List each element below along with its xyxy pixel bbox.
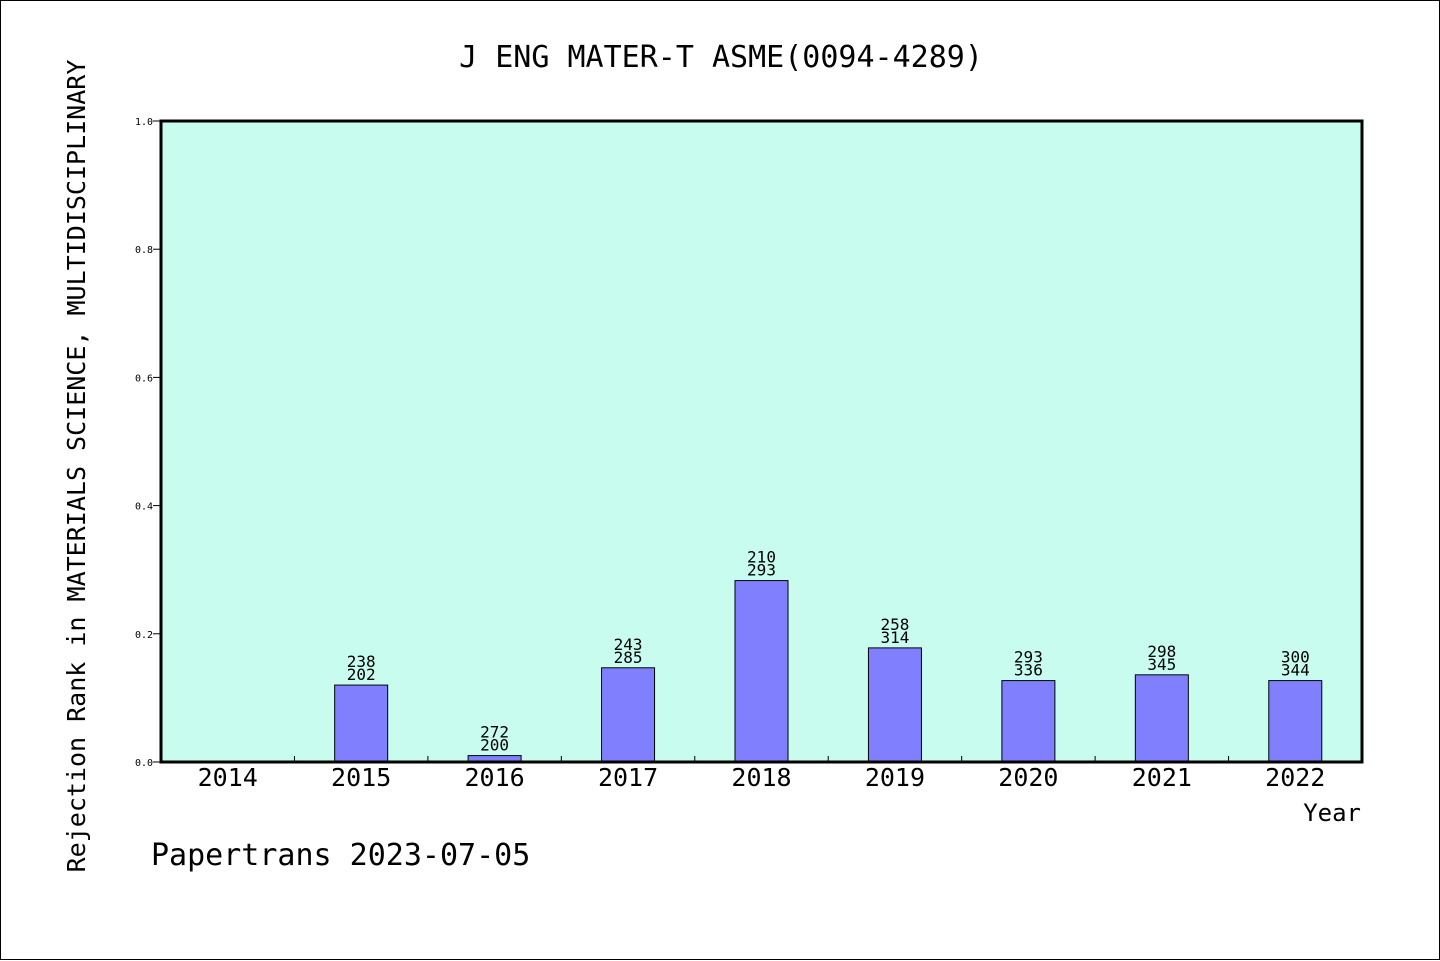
y-axis-label: Rejection Rank in MATERIALS SCIENCE, MUL… — [62, 60, 91, 873]
bar-2015 — [334, 684, 389, 763]
data-label-bottom: 344 — [1281, 661, 1310, 680]
data-label-top: 210 — [747, 548, 776, 567]
x-tick-label: 2019 — [865, 763, 925, 792]
bar-2021 — [1134, 674, 1189, 763]
y-tick-label: 0.2 — [135, 630, 153, 641]
x-tick-label: 2018 — [731, 763, 791, 792]
bar-series — [334, 580, 1323, 763]
chart-title: J ENG MATER-T ASME(0094-4289) — [459, 40, 983, 75]
data-label-bottom: 314 — [880, 628, 909, 647]
x-axis: 2014 2015 2016 2017 2018 2019 2020 2021 2022 — [198, 756, 1325, 792]
data-labels: 2382022722002432852102932583142933362983… — [347, 548, 1310, 755]
data-label-top: 293 — [1014, 648, 1043, 667]
x-tick-label: 2015 — [331, 763, 391, 792]
x-tick-label: 2016 — [465, 763, 525, 792]
data-label-bottom: 293 — [747, 561, 776, 580]
data-label-bottom: 285 — [614, 648, 643, 667]
data-label-top: 238 — [347, 652, 376, 671]
bar-2017 — [601, 667, 656, 763]
x-tick-label: 2020 — [998, 763, 1058, 792]
data-label-bottom: 200 — [480, 736, 509, 755]
plot-border — [159, 119, 1364, 764]
data-label-bottom: 202 — [347, 665, 376, 684]
x-tick-label: 2022 — [1265, 763, 1325, 792]
data-label-top: 258 — [880, 615, 909, 634]
bar-2018 — [734, 580, 789, 763]
y-tick-label: 1.0 — [135, 117, 153, 128]
x-axis-label: Year — [1303, 799, 1361, 827]
bar-2019 — [867, 647, 922, 763]
data-label-bottom: 336 — [1014, 661, 1043, 680]
data-label-top: 272 — [480, 723, 509, 742]
footer-credit: Papertrans 2023-07-05 — [151, 838, 530, 873]
y-axis: 0.0 0.2 0.4 0.6 0.8 1.0 — [135, 117, 161, 769]
y-tick-label: 0.8 — [135, 245, 153, 256]
bar-2020 — [1001, 680, 1056, 763]
y-tick-label: 0.0 — [135, 758, 153, 769]
x-tick-label: 2017 — [598, 763, 658, 792]
bar-2022 — [1268, 680, 1323, 763]
data-label-top: 243 — [614, 635, 643, 654]
data-label-bottom: 345 — [1147, 655, 1176, 674]
y-tick-label: 0.4 — [135, 502, 153, 513]
data-label-top: 300 — [1281, 648, 1310, 667]
x-tick-label: 2021 — [1132, 763, 1192, 792]
y-tick-label: 0.6 — [135, 373, 153, 384]
x-tick-label: 2014 — [198, 763, 258, 792]
data-label-top: 298 — [1147, 642, 1176, 661]
